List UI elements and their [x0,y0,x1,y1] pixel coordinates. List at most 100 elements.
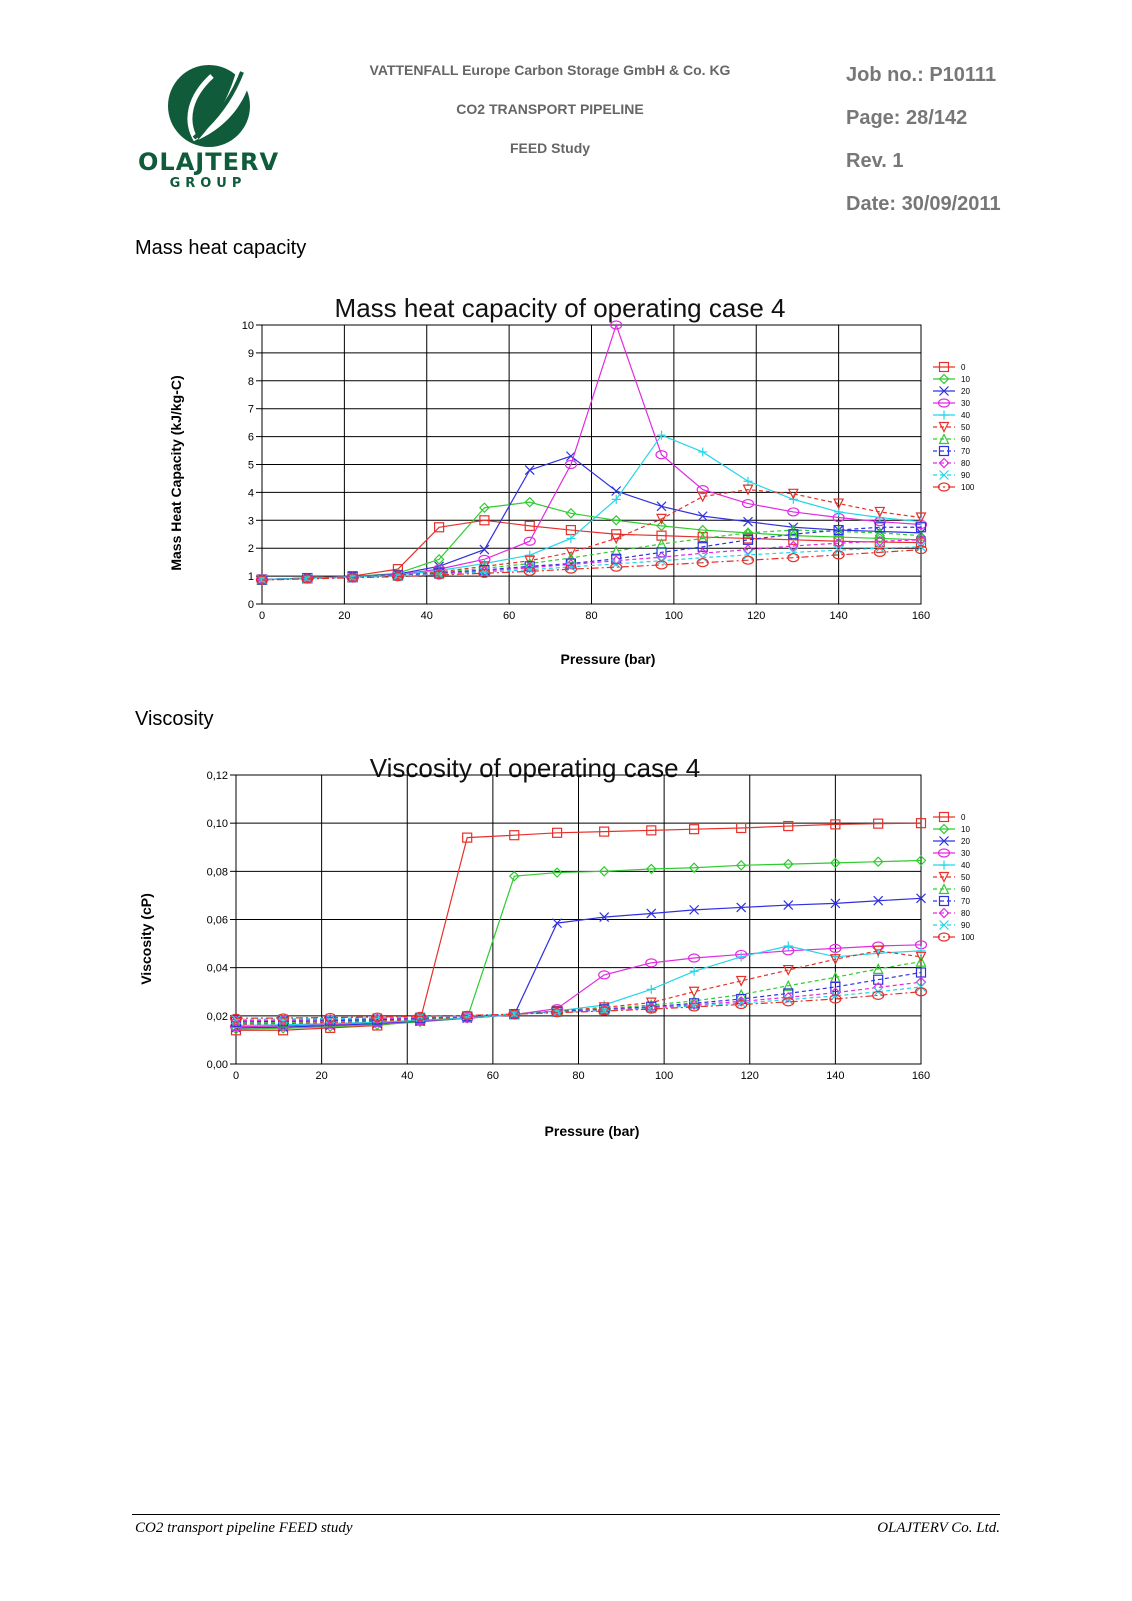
heat-x-axis-label: Pressure (bar) [560,651,656,667]
heat-data-point [696,558,709,568]
heat-data-point [565,451,576,462]
heat-data-point [915,522,927,533]
heat-data-point [874,506,886,518]
heat-data-point [523,536,536,546]
heat-legend-label: 90 [961,471,970,480]
heat-data-point [833,537,844,549]
heat-y-tick-label: 2 [248,543,254,555]
heat-data-point [479,544,490,555]
heat-data-point [565,552,577,564]
heat-legend-label: 70 [961,447,970,456]
heat-legend-marker [938,445,950,457]
heat-y-tick-label: 7 [248,404,254,416]
visc-legend: 0 10 20 30 40 50 60 70 80 90 100 [933,811,975,942]
visc-plot-frame [235,774,922,1065]
visc-data-point [551,827,563,838]
heat-data-point [524,465,535,476]
visc-data-point [645,863,657,875]
heat-data-point [524,564,535,575]
visc-data-point [914,987,928,997]
heat-data-point [523,566,536,576]
visc-x-axis-label: Pressure (bar) [544,1123,640,1139]
visc-x-tick-label: 40 [401,1070,413,1082]
visc-legend-marker [939,920,949,930]
visc-x-tick-label: 100 [655,1070,673,1082]
heat-data-point [697,552,708,563]
header-job-no: Job no.: P10111 [846,64,997,86]
visc-data-point [736,902,747,913]
visc-data-point [688,998,700,1009]
visc-legend-label: 40 [961,861,970,870]
heat-plot-frame [261,324,922,605]
heat-data-point [656,551,667,563]
heat-data-point [697,541,708,552]
visc-data-point [461,1010,473,1022]
heat-x-tick-label: 60 [503,610,515,622]
visc-legend-label: 100 [961,933,975,942]
heat-data-point [478,568,491,578]
visc-data-point [646,984,656,994]
visc-y-tick-label: 0,12 [207,770,228,782]
visc-data-point [413,1011,427,1021]
visc-legend-label: 10 [961,825,970,834]
heat-data-point [433,554,445,565]
heat-data-point [524,520,535,531]
heat-data-point [696,485,709,495]
heat-data-point [656,538,667,550]
visc-data-point [688,986,700,998]
heat-data-point [657,430,667,440]
heat-data-point [874,522,885,533]
visc-data-point [783,941,793,951]
visc-data-point [736,998,747,1008]
heat-data-point [478,561,490,573]
visc-x-tick-label: 20 [316,1070,328,1082]
visc-data-point [230,1016,242,1027]
heat-data-point [698,447,708,457]
footer-left: CO2 transport pipeline FEED study [135,1520,353,1536]
visc-x-tick-label: 60 [487,1070,499,1082]
visc-x-tick-label: 140 [826,1070,844,1082]
heat-legend-label: 40 [961,411,970,420]
heat-data-point [610,555,622,567]
visc-legend-marker [938,895,950,907]
heat-data-point [697,491,709,503]
visc-data-point [462,832,473,843]
visc-data-point [872,945,884,957]
visc-data-point [688,824,700,835]
visc-data-point [872,963,884,974]
heat-legend-label: 10 [961,375,970,384]
visc-data-point [873,974,884,985]
heat-legend-marker [939,386,949,396]
visc-legend-marker [939,860,949,870]
heat-y-tick-label: 5 [248,460,254,472]
visc-legend-label: 50 [961,873,970,882]
heat-data-point [832,550,845,560]
visc-y-tick-label: 0,06 [207,915,228,927]
visc-data-point [872,856,884,868]
heat-legend-marker [937,482,951,492]
visc-data-point [687,953,701,963]
section-heading-visc: Viscosity [135,708,214,730]
heat-data-point [697,531,708,543]
visc-legend-label: 90 [961,921,970,930]
heat-data-point [524,496,536,508]
visc-data-point [915,951,927,963]
visc-legend-marker [938,883,950,895]
visc-series-line [235,971,922,1023]
heat-data-point [565,561,576,572]
heat-y-tick-label: 10 [242,320,254,332]
visc-data-point [782,997,795,1007]
visc-data-point [916,946,926,956]
visc-data-point [552,918,563,929]
visc-legend-marker [939,836,949,846]
heat-capacity-chart: 0 20 40 60 80 100 120 140 1600123456789100102030… [242,320,975,622]
visc-data-point [689,966,699,976]
header-page: Page: 28/142 [846,107,968,129]
visc-x-tick-label: 120 [741,1070,759,1082]
visc-series-line [235,991,922,1019]
visc-data-point [829,971,841,983]
footer-rule [132,1514,1000,1515]
heat-legend-marker [939,410,949,420]
heat-data-point [914,544,928,555]
heat-legend-marker [938,457,950,469]
